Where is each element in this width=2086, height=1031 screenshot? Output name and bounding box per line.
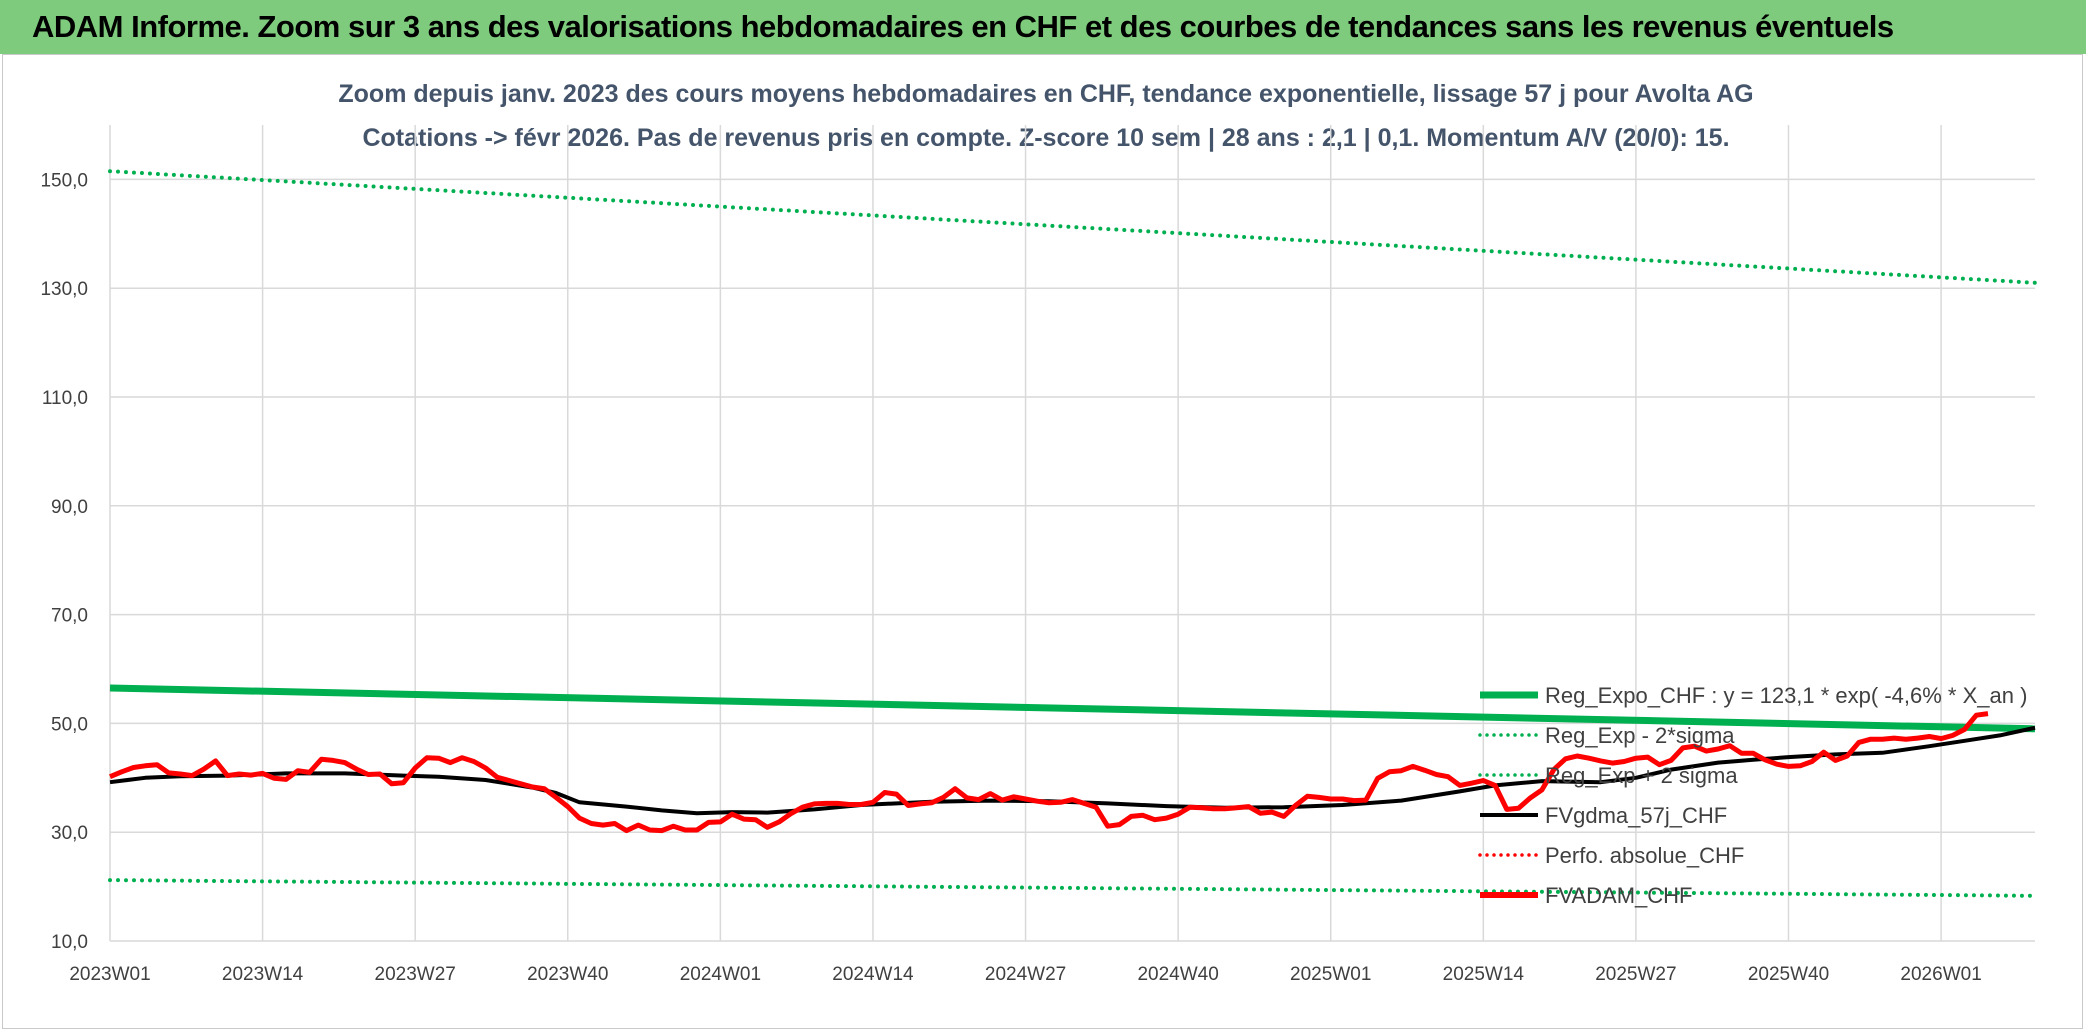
x-tick-label: 2025W40 [1748,964,1829,985]
y-tick-label: 130,0 [40,279,88,300]
gridlines [109,125,2035,942]
x-tick-label: 2024W27 [985,964,1066,985]
x-tick-label: 2023W01 [69,964,150,985]
y-tick-label: 70,0 [51,606,88,627]
legend-label-fvgdma-57j-chf: FVgdma_57j_CHF [1545,803,1727,828]
x-tick-label: 2025W01 [1290,964,1371,985]
y-tick-label: 150,0 [40,170,88,191]
series-line-reg-exp-2-sigma [108,878,2037,898]
y-tick-label: 50,0 [51,714,88,735]
report-title: ADAM Informe. Zoom sur 3 ans des valoris… [32,9,1894,44]
series-line-fvadam-chf [109,711,1989,834]
chart-title-line-2: Cotations -> févr 2026. Pas de revenus p… [362,124,1729,152]
y-tick-label: 110,0 [42,388,88,409]
x-tick-label: 2024W01 [680,964,761,985]
legend-label-fvadam-chf: FVADAM_CHF [1545,883,1693,908]
y-tick-label: 90,0 [51,497,88,518]
report-banner: ADAM Informe. Zoom sur 3 ans des valoris… [0,0,2086,54]
legend: Reg_Expo_CHF : y = 123,1 * exp( -4,6% * … [1478,683,2027,908]
x-tick-label: 2024W40 [1137,964,1218,985]
legend-label-reg-expo-chf-y-123-1-exp-4-6-x-an: Reg_Expo_CHF : y = 123,1 * exp( -4,6% * … [1545,683,2027,708]
series-line-reg-exp-2-sigma [108,169,2037,285]
y-tick-label: 30,0 [51,823,88,844]
x-tick-label: 2024W14 [832,964,914,985]
chart-title-line-1: Zoom depuis janv. 2023 des cours moyens … [338,80,1753,108]
series-line-reg-expo-chf-y-123-1-exp-4-6-x-an [109,684,2036,733]
y-axis-ticks: 10,0 30,0 50,0 70,0 90,0 110,0 130,0 150,0 [40,170,88,953]
legend-label-reg-exp-2-sigma: Reg_Exp + 2 sigma [1545,763,1738,788]
x-tick-label: 2025W27 [1595,964,1676,985]
x-tick-label: 2023W40 [527,964,608,985]
x-tick-label: 2025W14 [1443,964,1525,985]
x-tick-label: 2023W27 [375,964,456,985]
legend-label-reg-exp-2-sigma: Reg_Exp - 2*sigma [1545,723,1735,748]
series-lines [108,169,2037,898]
x-tick-label: 2026W01 [1900,964,1981,985]
line-chart: Zoom depuis janv. 2023 des cours moyens … [40,80,2037,985]
x-axis-ticks: 2023W01 2023W14 2023W27 2023W40 2024W01 2024W… [69,964,1981,985]
chart-frame: Zoom depuis janv. 2023 des cours moyens … [2,54,2083,1029]
legend-label-perfo-absolue-chf: Perfo. absolue_CHF [1545,843,1744,868]
x-tick-label: 2023W14 [222,964,304,985]
y-tick-label: 10,0 [51,932,88,953]
